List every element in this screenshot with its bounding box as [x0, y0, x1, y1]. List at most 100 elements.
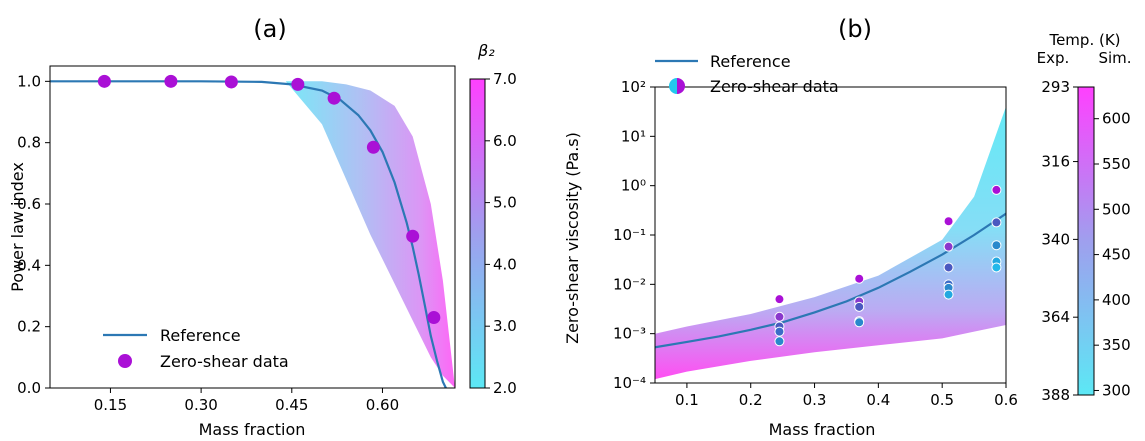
panel-b-point — [943, 241, 954, 252]
panel-b-ytick-label: 10⁻² — [613, 275, 646, 293]
panel-b-legend: Reference Zero-shear data — [655, 52, 839, 96]
colorbar-b-right-tick-label: 350 — [1102, 336, 1131, 354]
colorbar-b-right-tick-label: 550 — [1102, 155, 1131, 173]
colorbar-a-tick-label: 3.0 — [493, 317, 517, 335]
panel-a-point — [97, 74, 111, 88]
panel-a-point — [164, 74, 178, 88]
panel-a-title: (a) — [253, 15, 286, 43]
panel-b-xtick-label: 0.4 — [866, 391, 890, 409]
panel-b-ytick-label: 10¹ — [621, 127, 646, 145]
legend-b-swatch-right — [677, 78, 685, 94]
colorbar-b-bar — [1077, 86, 1095, 396]
colorbar-a-tick-label: 5.0 — [493, 194, 517, 212]
panel-b-point — [774, 336, 785, 347]
colorbar-b-exp-label: Exp. — [1037, 49, 1070, 67]
legend-b-zeroshear-label: Zero-shear data — [710, 77, 839, 96]
panel-a-point — [427, 310, 441, 324]
colorbar-b-right-tick-label: 600 — [1102, 110, 1131, 128]
colorbar-a-bar — [469, 78, 486, 389]
colorbar-b-right-ticks: 300 350 400 450 500 550 600 — [1094, 110, 1131, 399]
panel-a-ytick-label: 0.0 — [17, 379, 41, 397]
panel-b-ytick-label: 10⁻⁴ — [613, 374, 646, 392]
panel-b-point — [943, 262, 954, 273]
colorbar-b-right-tick-label: 500 — [1102, 200, 1131, 218]
panel-a-xtick-label: 0.45 — [275, 396, 308, 414]
panel-a-xtick-label: 0.60 — [366, 396, 399, 414]
panel-a-xtick-label: 0.30 — [184, 396, 217, 414]
colorbar-b-left-tick-label: 316 — [1041, 153, 1070, 171]
panel-a-ytick-label: 0.6 — [17, 195, 41, 213]
colorbar-b-title: Temp. (K) — [1048, 31, 1120, 49]
legend-b-swatch-left — [669, 78, 677, 94]
panel-b-points — [774, 184, 1002, 347]
panel-b-yticks: 10⁻⁴ 10⁻³ 10⁻² 10⁻¹ 10⁰ 10¹ 10² — [613, 78, 655, 392]
panel-b-point — [943, 216, 954, 227]
colorbar-b-right-tick-label: 450 — [1102, 246, 1131, 264]
panel-b-point — [854, 317, 865, 328]
panel-a-frame — [49, 65, 456, 389]
colorbar-b-right-tick-label: 300 — [1102, 381, 1131, 399]
panel-b-point — [991, 262, 1002, 273]
panel-b-point — [991, 217, 1002, 228]
panel-a-point — [291, 77, 305, 91]
panel-b-shaded-band — [655, 106, 1006, 380]
colorbar-a-tick-label: 2.0 — [493, 379, 517, 397]
panel-a-point — [327, 91, 341, 105]
colorbar-b-left-tick-label: 364 — [1041, 308, 1070, 326]
panel-a-xlabel: Mass fraction — [199, 420, 306, 439]
panel-b-ytick-label: 10⁻¹ — [613, 226, 646, 244]
panel-b-ytick-label: 10² — [621, 78, 646, 96]
colorbar-a-ticks: 2.0 3.0 4.0 5.0 6.0 7.0 — [485, 70, 517, 397]
legend-a-reference-label: Reference — [160, 326, 241, 345]
colorbar-b-left-tick-label: 293 — [1041, 78, 1070, 96]
colorbar-a-tick-label: 6.0 — [493, 132, 517, 150]
panel-a-legend: Reference Zero-shear data — [103, 326, 289, 371]
panel-a-ytick-label: 0.2 — [17, 318, 41, 336]
colorbar-a-tick-label: 4.0 — [493, 255, 517, 273]
colorbar-b-left-tick-label: 388 — [1041, 386, 1070, 404]
panel-b-ytick-label: 10⁰ — [621, 177, 646, 195]
panel-a-point — [406, 229, 420, 243]
panel-b-point — [854, 273, 865, 284]
panel-b: (b) 0.1 0.2 0.3 0.4 0.5 0.6 10⁻⁴10⁻³10⁻²10⁻¹1… — [563, 15, 1132, 439]
panel-a-ytick-label: 0.4 — [17, 256, 41, 274]
panel-a-yticks: 0.0 0.2 0.4 0.6 0.8 1.0 — [17, 72, 50, 397]
panel-a-point — [366, 140, 380, 154]
panel-b-xtick-label: 0.1 — [675, 391, 699, 409]
panel-a-colorbar: β₂ 2.0 3.0 4.0 5.0 6.0 7.0 — [469, 41, 517, 397]
panel-b-xtick-label: 0.6 — [994, 391, 1018, 409]
colorbar-a-tick-label: 7.0 — [493, 70, 517, 88]
panel-a-shaded-band — [285, 81, 455, 388]
panel-a-ytick-label: 0.8 — [17, 134, 41, 152]
colorbar-b-left-ticks: 293 316 340 364 388 — [1041, 78, 1078, 404]
panel-b-ylabel: Zero-shear viscosity (Pa.s) — [563, 132, 582, 344]
panel-a-points — [97, 74, 441, 324]
legend-b-reference-label: Reference — [710, 52, 791, 71]
panel-a-xtick-label: 0.15 — [94, 396, 127, 414]
panel-b-point — [991, 240, 1002, 251]
panel-b-point — [854, 301, 865, 312]
panel-a-ytick-label: 1.0 — [17, 72, 41, 90]
panel-b-point — [774, 294, 785, 305]
colorbar-b-right-tick-label: 400 — [1102, 291, 1131, 309]
colorbar-b-left-tick-label: 340 — [1041, 230, 1070, 248]
legend-a-zeroshear-label: Zero-shear data — [160, 352, 289, 371]
panel-b-xtick-label: 0.5 — [930, 391, 954, 409]
panel-b-point — [774, 311, 785, 322]
panel-b-xlabel: Mass fraction — [769, 420, 876, 439]
panel-a-xticks: 0.15 0.30 0.45 0.60 — [94, 388, 399, 414]
colorbar-b-sim-label: Sim. — [1098, 49, 1131, 67]
panel-b-xtick-label: 0.2 — [739, 391, 763, 409]
panel-b-point — [991, 184, 1002, 195]
panel-b-point — [943, 289, 954, 300]
panel-a: (a) 0.15 0.30 0.45 0.60 0.00.20.40.60.81.0 … — [8, 15, 517, 439]
panel-a-reference-line — [50, 80, 447, 388]
panel-b-xtick-label: 0.3 — [803, 391, 827, 409]
panel-a-ylabel: Power law index — [8, 162, 27, 292]
panel-b-title: (b) — [838, 15, 872, 43]
panel-b-point — [774, 326, 785, 337]
panel-b-ytick-label: 10⁻³ — [613, 325, 646, 343]
panel-a-point — [224, 75, 238, 89]
colorbar-a-label: β₂ — [477, 41, 495, 60]
